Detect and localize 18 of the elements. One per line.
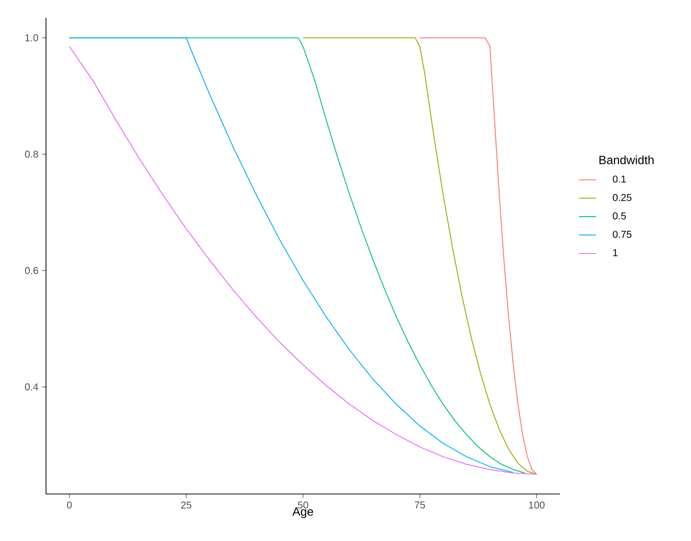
legend-label: 1 bbox=[613, 249, 618, 256]
y-tick-label: 0.4 bbox=[25, 383, 38, 390]
x-tick-label: 0 bbox=[66, 502, 72, 509]
x-axis-title: Age bbox=[292, 507, 314, 518]
legend-title: Bandwidth bbox=[599, 155, 654, 164]
legend-label: 0.1 bbox=[612, 176, 626, 183]
y-tick-label: 1.0 bbox=[25, 34, 38, 42]
y-tick-label: 0.6 bbox=[25, 267, 38, 274]
x-tick-label: 25 bbox=[181, 502, 192, 509]
x-tick-label: 50 bbox=[298, 502, 308, 509]
y-tick-label: 0.8 bbox=[25, 150, 38, 158]
legend-label: 0.5 bbox=[612, 212, 626, 220]
legend-label: 0.25 bbox=[612, 194, 632, 202]
x-tick-label: 75 bbox=[414, 502, 425, 508]
legend-label: 0.75 bbox=[612, 230, 632, 238]
line-series bbox=[419, 37, 538, 475]
line-series bbox=[302, 37, 538, 475]
x-tick-label: 100 bbox=[529, 502, 545, 509]
